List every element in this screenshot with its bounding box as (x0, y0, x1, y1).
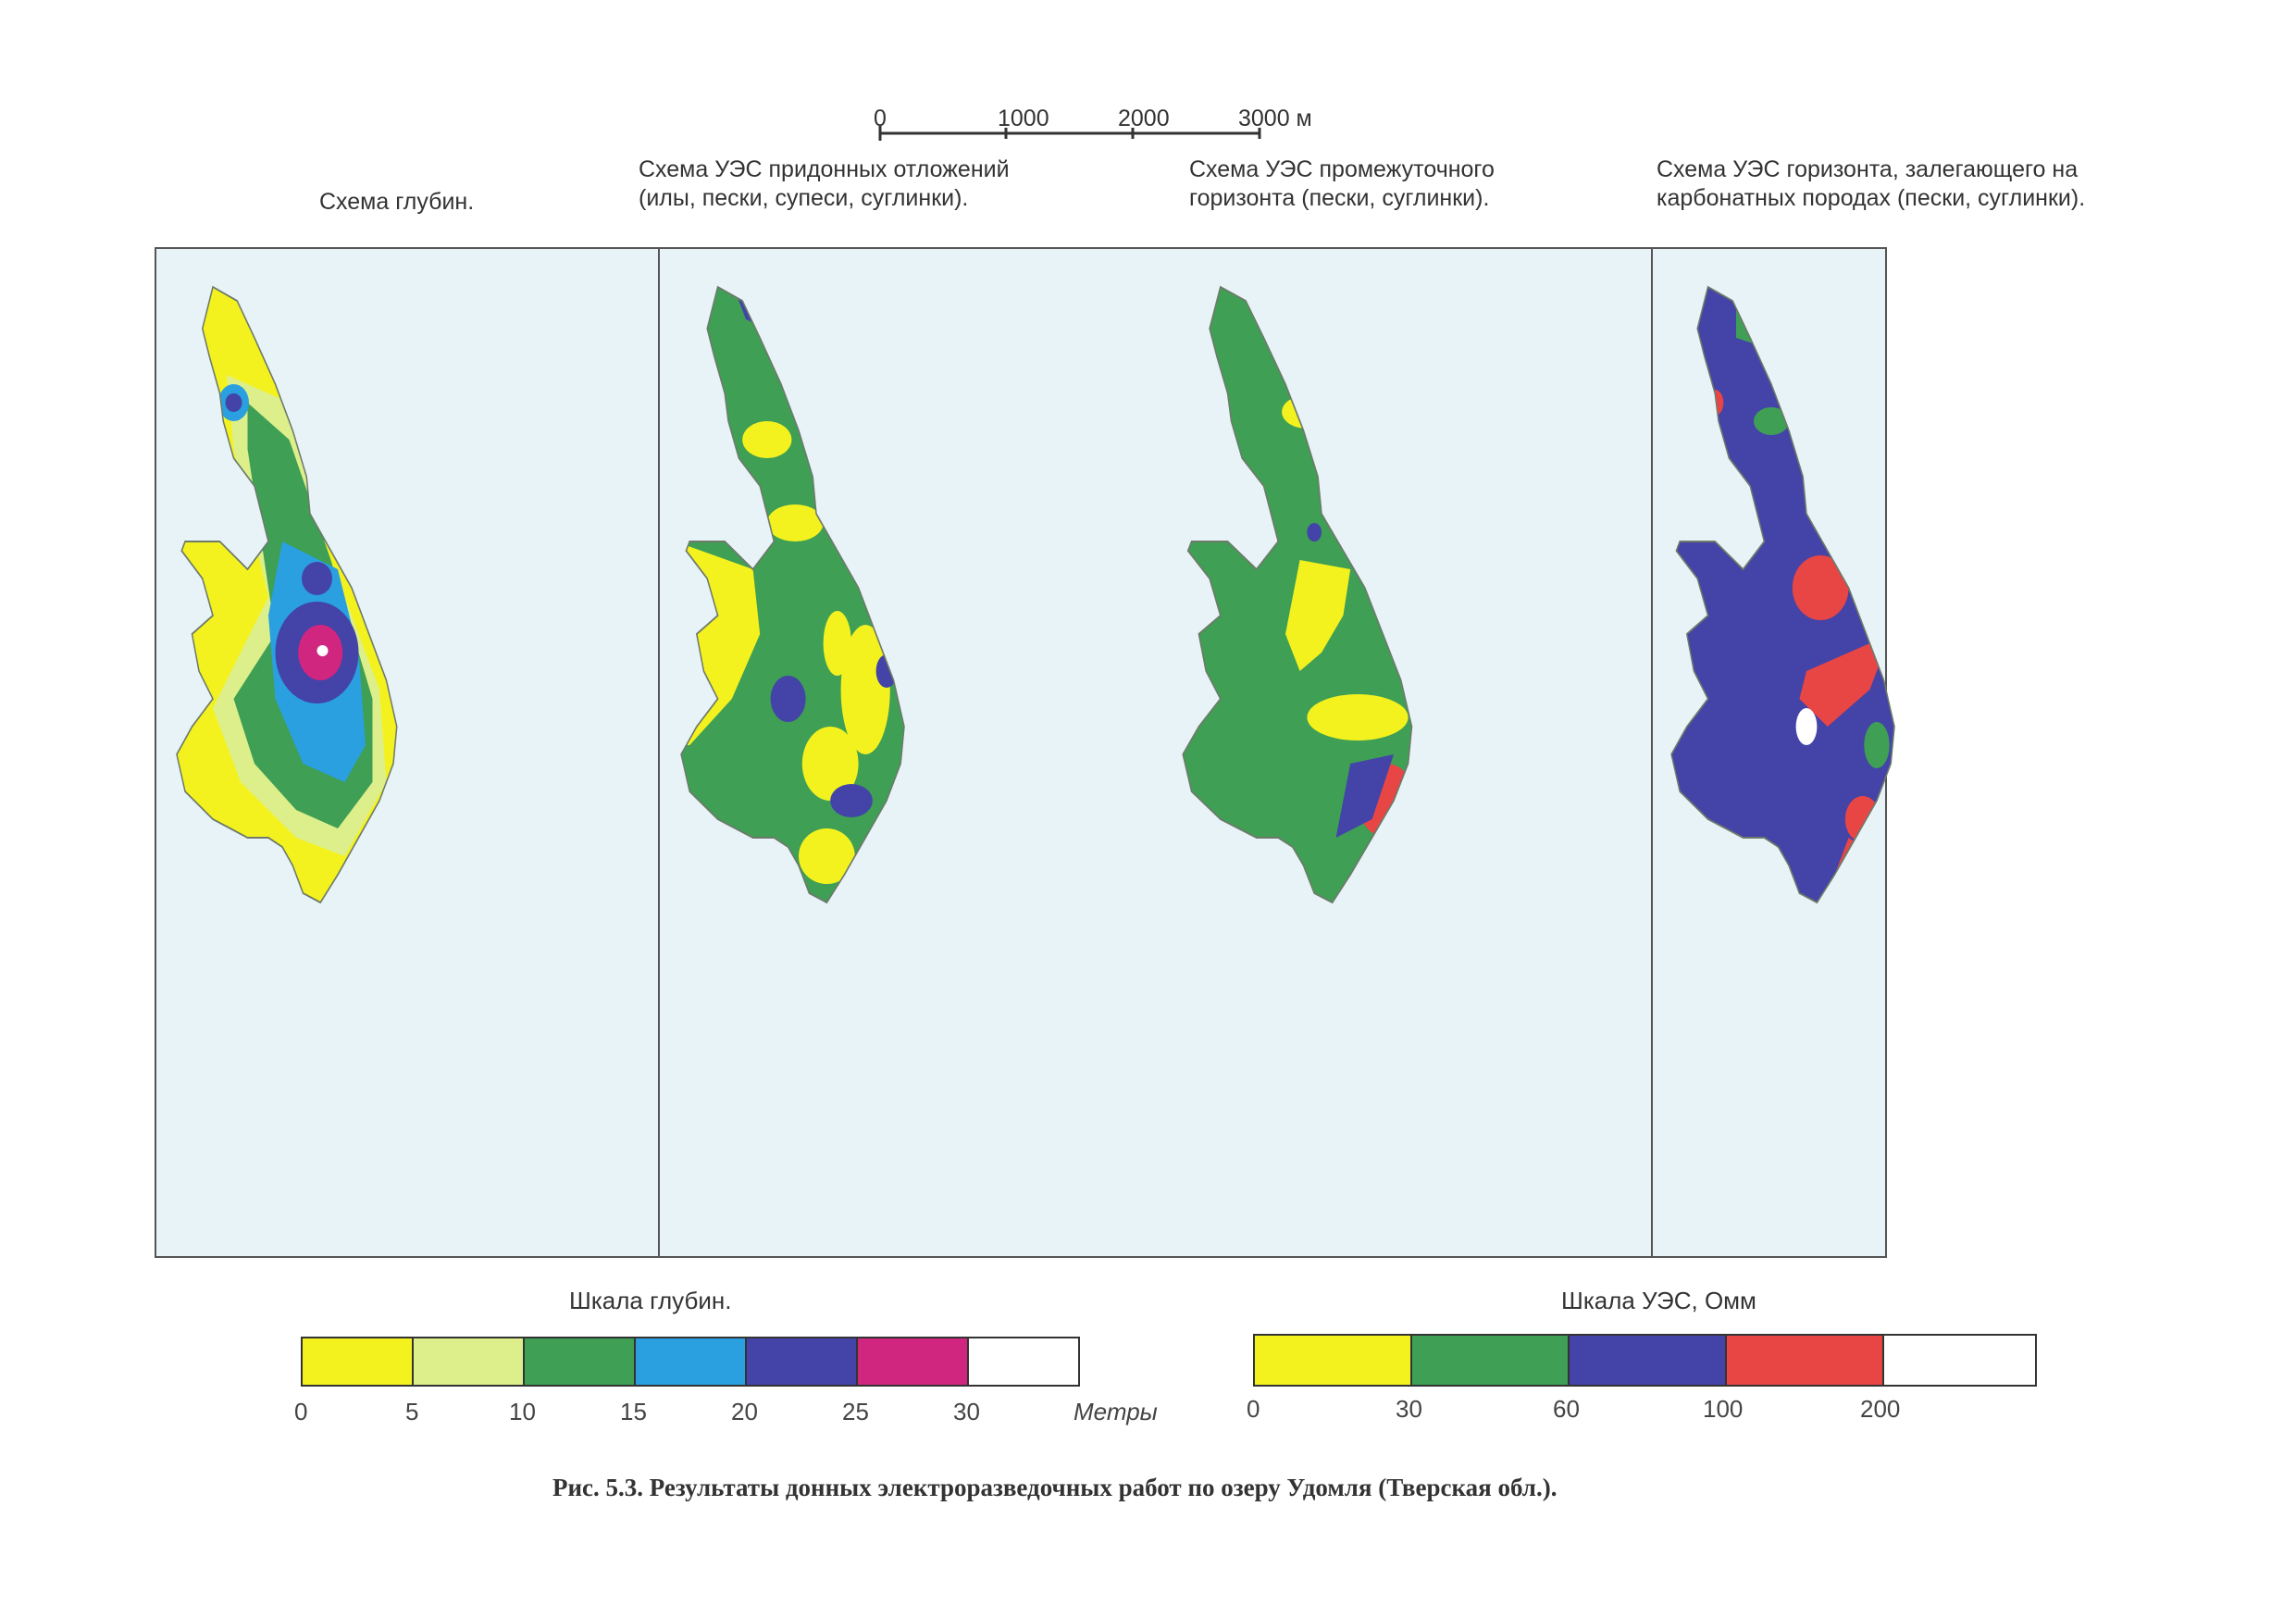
map-panel-intermediate (1182, 286, 1413, 903)
res-legend-tick: 100 (1703, 1395, 1744, 1423)
scale-tick-3000: 3000 м (1238, 106, 1312, 131)
panel-title-carbonate: Схема УЭС горизонта, залегающего на карб… (1657, 156, 2085, 213)
scale-tick-2000: 2000 (1118, 106, 1170, 131)
panel-title-line: Схема УЭС горизонта, залегающего на (1657, 156, 2079, 182)
res-legend-tick: 0 (1247, 1395, 1260, 1423)
depth-legend-title: Шкала глубин. (569, 1287, 732, 1314)
depth-legend-unit: Метры (1074, 1398, 1158, 1425)
panel-title-line: Схема УЭС промежуточного (1189, 156, 1495, 182)
depth-legend-tick: 15 (620, 1398, 647, 1425)
scale-tick-1000: 1000 (998, 106, 1049, 131)
depth-legend-tick: 25 (842, 1398, 869, 1425)
depth-legend-tick: 20 (731, 1398, 758, 1425)
panel-title-line: горизонта (пески, суглинки). (1189, 185, 1490, 211)
depth-legend-tick: 0 (294, 1398, 308, 1425)
figure-caption: Рис. 5.3. Результаты донных электроразве… (552, 1474, 1558, 1501)
depth-legend-tick: 10 (509, 1398, 536, 1425)
res-legend-tick: 60 (1553, 1395, 1580, 1423)
res-legend-tick: 30 (1396, 1395, 1422, 1423)
depth-legend-tick: 5 (405, 1398, 419, 1425)
map-panel-depth (176, 286, 398, 903)
panel-title-line: карбонатных породах (пески, суглинки). (1657, 185, 2086, 211)
panel-title-intermediate: Схема УЭС промежуточного горизонта (песк… (1189, 156, 1495, 213)
map-frame (155, 247, 1887, 1258)
depth-legend-tick: 30 (953, 1398, 980, 1425)
res-legend-tick: 200 (1860, 1395, 1901, 1423)
panel-title-line: Схема УЭС придонных отложений (639, 156, 1010, 182)
res-legend-bar (1253, 1334, 2037, 1387)
panel-title-line: (илы, пески, супеси, суглинки). (639, 185, 969, 211)
scale-tick-0: 0 (874, 106, 887, 131)
panel-title-depth: Схема глубин. (319, 188, 474, 217)
depth-legend-bar (301, 1337, 1080, 1387)
panel-title-line: Схема глубин. (319, 189, 475, 215)
res-legend-title: Шкала УЭС, Омм (1561, 1287, 1756, 1314)
scale-bar (878, 126, 1261, 141)
panel-title-bottom-sediments: Схема УЭС придонных отложений (илы, песк… (639, 156, 1010, 213)
